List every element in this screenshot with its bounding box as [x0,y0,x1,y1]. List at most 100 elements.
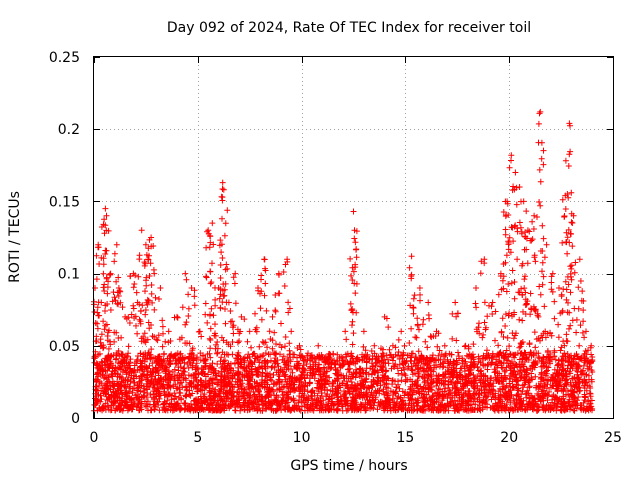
spike-point [324,358,331,365]
spike-point [562,157,569,164]
spike-point [500,273,507,280]
spike-point [352,264,359,271]
spike-point [474,373,481,380]
spike-point [286,347,293,354]
spike-point [115,293,122,299]
noise-point [329,395,336,402]
spike-point [521,377,528,384]
noise-point [423,355,430,362]
noise-point [298,403,305,410]
noise-point [299,390,306,397]
spike-point [389,377,396,384]
noise-point [250,405,256,412]
spike-point [409,378,416,385]
spike-point [190,352,197,359]
spike-point [508,280,515,287]
noise-point [581,394,588,400]
spike-point [314,380,321,387]
spike-point [532,344,539,351]
noise-point [393,403,400,410]
noise-point [93,387,100,394]
spike-point [155,370,162,376]
noise-point [501,389,508,396]
noise-point [326,407,333,413]
spike-point [505,281,512,287]
peak-point [425,299,432,306]
noise-point [565,399,572,406]
noise-point [448,351,455,358]
noise-point [249,400,256,407]
spike-point [101,216,108,223]
noise-point [552,356,559,363]
spike-point [102,308,108,314]
noise-point [363,407,370,414]
spike-point [264,358,271,365]
noise-point [385,392,391,399]
spike-point [523,208,530,215]
spike-point [563,331,570,338]
noise-point [102,390,109,397]
noise-point [244,407,251,414]
peak-point [516,184,523,190]
noise-point [195,396,201,403]
noise-point [338,403,345,410]
spike-point [94,309,101,316]
noise-point [218,396,225,403]
spike-point [380,346,386,353]
noise-point [373,380,380,387]
noise-point [518,399,525,406]
noise-point [456,394,463,401]
noise-point [396,356,403,362]
noise-point [428,368,435,375]
noise-point [238,383,245,389]
spike-point [123,359,130,366]
spike-point [132,360,138,366]
noise-point [465,353,472,360]
spike-point [178,334,185,341]
spike-point [506,343,513,350]
spike-point [207,239,214,246]
spike-point [422,338,429,345]
spike-point [477,270,484,277]
spike-point [148,282,155,288]
spike-point [348,385,355,392]
noise-point [563,406,570,413]
spike-point [347,255,354,262]
noise-point [414,399,421,406]
spike-point [476,320,482,327]
spike-point [276,378,283,385]
noise-point [327,356,334,362]
spike-point [117,288,124,295]
noise-point [120,405,127,412]
noise-point [344,400,351,407]
peak-point [219,179,226,186]
spike-point [104,290,111,297]
spike-point [507,249,514,256]
axis-ticks [94,57,614,419]
spike-point [418,352,425,359]
noise-point [262,403,269,410]
spike-point [103,355,110,362]
noise-point [252,365,259,372]
spike-point [439,364,446,371]
noise-point [151,406,158,413]
spike-point [506,234,513,241]
noise-point [456,355,463,362]
noise-point [461,406,468,413]
peak-point [381,313,388,320]
x-tick-label: 15 [396,430,414,446]
spike-point [581,382,588,389]
noise-point [177,407,184,414]
noise-point [573,405,580,412]
noise-point [161,350,168,357]
spike-point [149,299,156,306]
noise-point [262,373,269,380]
noise-point [180,376,187,383]
peak-point [165,328,172,335]
spike-point [131,281,138,287]
spike-point [348,307,355,314]
noise-point [480,377,487,384]
spike-point [282,376,289,383]
noise-point [379,400,386,407]
spike-point [486,302,492,309]
